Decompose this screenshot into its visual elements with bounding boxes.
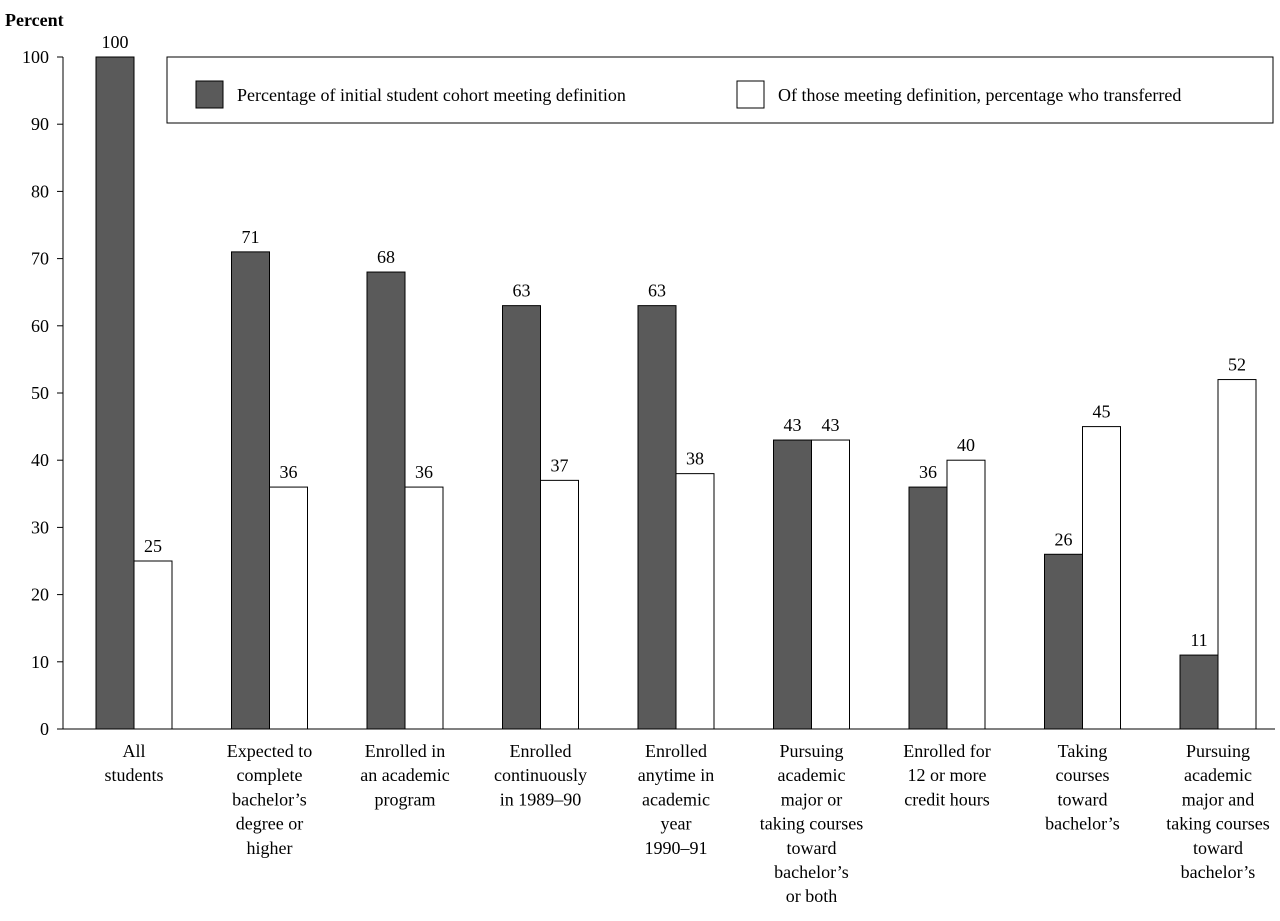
- bar-series-1: [637, 305, 677, 730]
- x-category-label: Taking courses toward bachelor’s: [1045, 741, 1120, 834]
- x-category-label: Enrolled anytime in academic year 1990–91: [638, 741, 714, 858]
- bar-series-2: [1217, 379, 1257, 730]
- y-tick-label: 30: [31, 517, 49, 537]
- y-tick-label: 50: [31, 383, 49, 403]
- x-category-label: Expected to complete bachelor’s degree or hi…: [227, 741, 312, 858]
- bar-series-2: [269, 486, 308, 730]
- x-category-label: Pursuing academic major and taking courses t…: [1166, 741, 1269, 882]
- bar-value-label: 63: [513, 281, 531, 301]
- bar-series-2: [1082, 426, 1121, 730]
- bar-value-label: 36: [919, 462, 937, 482]
- bar-value-label: 40: [957, 435, 975, 455]
- legend-label-series-1: Percentage of initial student cohort mee…: [237, 85, 626, 105]
- bar-series-2: [675, 473, 715, 730]
- bar-series-1: [231, 251, 270, 730]
- y-tick-label: 80: [31, 181, 49, 201]
- bar-value-label: 71: [242, 227, 260, 247]
- bar-value-label: 36: [415, 462, 433, 482]
- bars: 100 25 71 36 68 36 63 37 63 38 43 43 36 40 26 45 11 52: [95, 32, 1257, 730]
- legend: Percentage of initial student cohort mee…: [166, 56, 1274, 124]
- y-tick-label: 0: [40, 719, 49, 739]
- bar-series-1: [502, 305, 541, 730]
- legend-swatch-series-2: [736, 80, 765, 109]
- legend-swatch-series-1: [195, 80, 224, 109]
- y-tick-label: 100: [22, 47, 49, 67]
- bar-value-label: 38: [686, 449, 704, 469]
- bar-value-label: 45: [1093, 402, 1111, 422]
- legend-label-series-2: Of those meeting definition, percentage …: [778, 85, 1181, 105]
- bar-series-2: [404, 486, 444, 730]
- x-category-label: All students: [104, 741, 163, 785]
- bar-series-1: [95, 56, 135, 730]
- bar-value-label: 43: [822, 415, 840, 435]
- y-tick-label: 20: [31, 585, 49, 605]
- y-tick-label: 40: [31, 450, 49, 470]
- x-category-label: Enrolled in an academic program: [360, 741, 449, 809]
- bar-value-label: 25: [144, 536, 162, 556]
- bar-series-2: [133, 560, 173, 730]
- y-axis-title: Percent: [5, 10, 64, 30]
- x-category-label: Pursuing academic major or taking courses to…: [760, 741, 863, 906]
- y-tick-label: 70: [31, 249, 49, 269]
- bar-value-label: 37: [551, 455, 569, 475]
- y-tick-label: 10: [31, 652, 49, 672]
- bar-series-2: [811, 439, 850, 730]
- legend-frame: [166, 56, 1274, 124]
- y-tick-label: 90: [31, 114, 49, 134]
- bar-series-1: [773, 439, 812, 730]
- x-category-label: Enrolled for 12 or more credit hours: [903, 741, 990, 809]
- bar-value-label: 11: [1190, 630, 1207, 650]
- y-axis: 0 10 20 30 40 50 60 70 80 90 100: [22, 47, 64, 739]
- bar-value-label: 36: [280, 462, 298, 482]
- x-axis: All students Expected to complete bachelor’s…: [57, 728, 1275, 906]
- bar-series-1: [366, 271, 406, 730]
- bar-value-label: 26: [1055, 529, 1073, 549]
- bar-series-1: [1044, 553, 1083, 730]
- bar-value-label: 52: [1228, 355, 1246, 375]
- bar-value-label: 100: [102, 32, 129, 52]
- x-category-label: Enrolled continuously in 1989–90: [494, 741, 587, 809]
- bar-series-2: [946, 459, 986, 730]
- bar-value-label: 68: [377, 247, 395, 267]
- bar-series-1: [1179, 654, 1219, 730]
- bar-value-label: 43: [784, 415, 802, 435]
- bar-series-2: [540, 479, 579, 730]
- bar-series-1: [908, 486, 948, 730]
- y-tick-label: 60: [31, 316, 49, 336]
- bar-value-label: 63: [648, 281, 666, 301]
